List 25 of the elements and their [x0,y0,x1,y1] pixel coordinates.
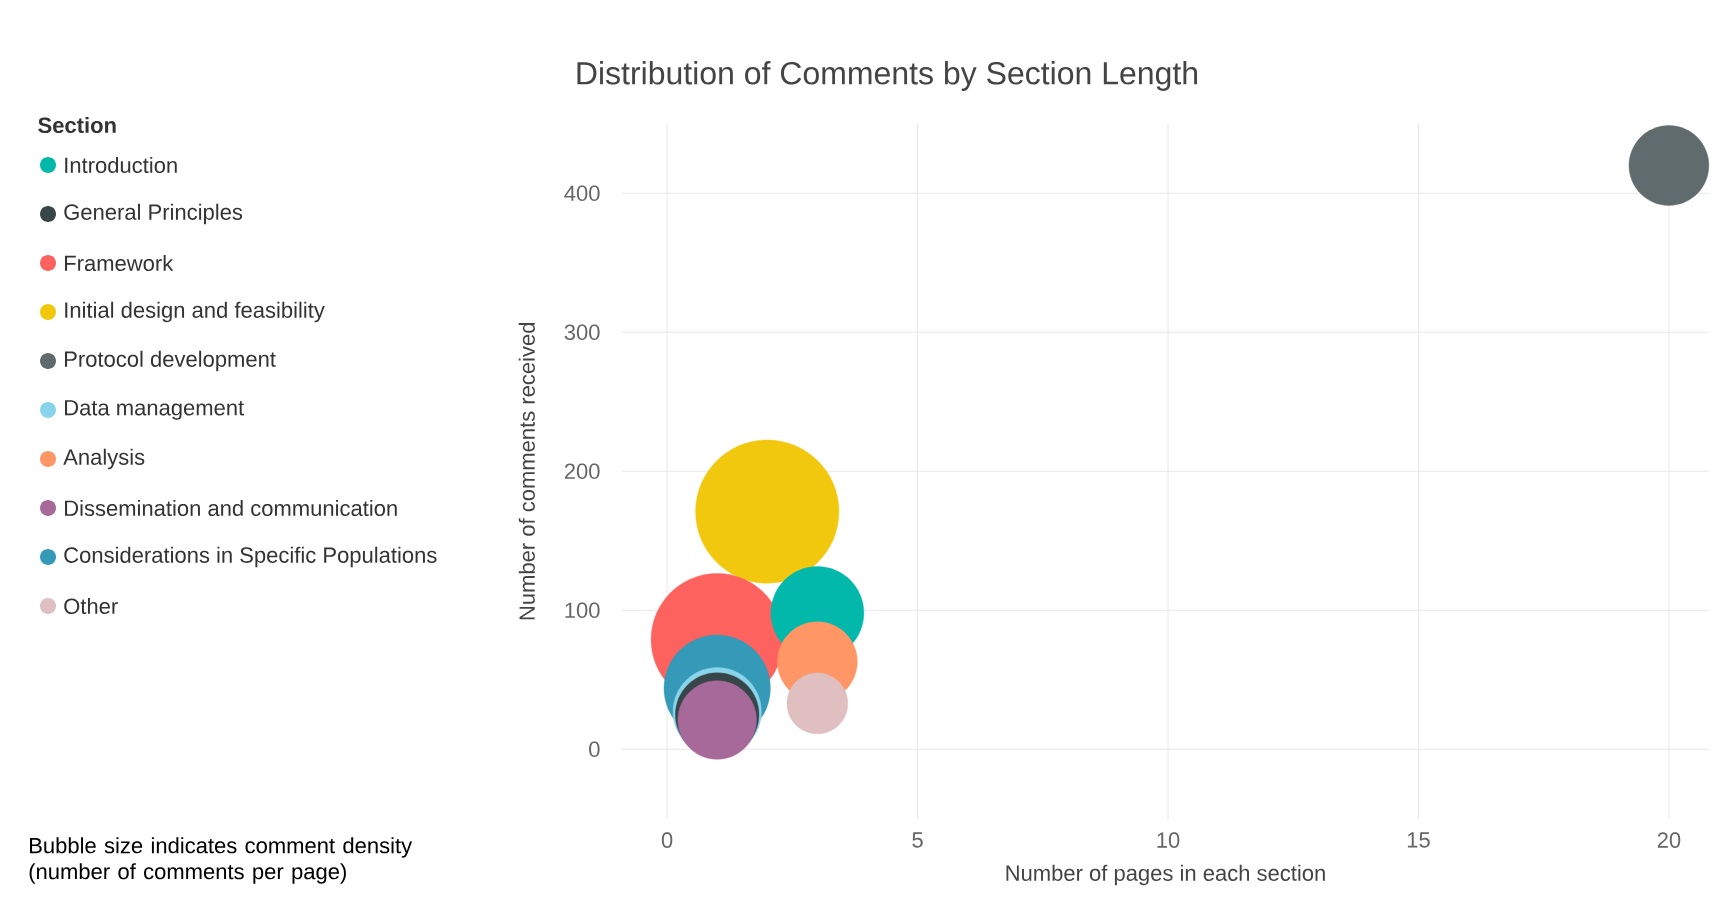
x-tick-label: 5 [912,832,923,848]
y-tick-label: 400 [564,185,600,202]
legend-label: Dissemination and communication [65,499,397,517]
y-tick-label: 0 [589,741,600,758]
legend-label: Data management [65,400,244,420]
x-tick-label: 10 [1157,832,1180,848]
y-tick-label: 100 [565,602,600,619]
y-tick-label: 200 [564,463,600,480]
legend-label: General Principles [64,203,243,225]
text: Bubble size indicates comment density (number of comments per page) [29,837,413,884]
y-axis-title: Number of comments received [518,322,535,620]
legend-label: Analysis [63,448,145,470]
chart-title: Distribution of Comments by Section Length [577,61,1197,91]
legend-label: Other [64,597,118,615]
legend-label: Considerations in Specific Populations [64,546,437,568]
legend-title: Section [38,116,116,134]
legend-label: Framework [65,254,174,272]
legend-label: Protocol development [65,350,276,372]
x-tick-label: 0 [661,832,673,848]
x-tick-label: 20 [1657,832,1681,848]
legend-label: Initial design and feasibility [65,301,325,323]
y-tick-label: 300 [564,324,600,341]
x-axis-title: Number of pages in each section [1006,864,1325,886]
legend-label: Introduction [65,156,177,174]
x-tick-label: 15 [1407,832,1430,848]
